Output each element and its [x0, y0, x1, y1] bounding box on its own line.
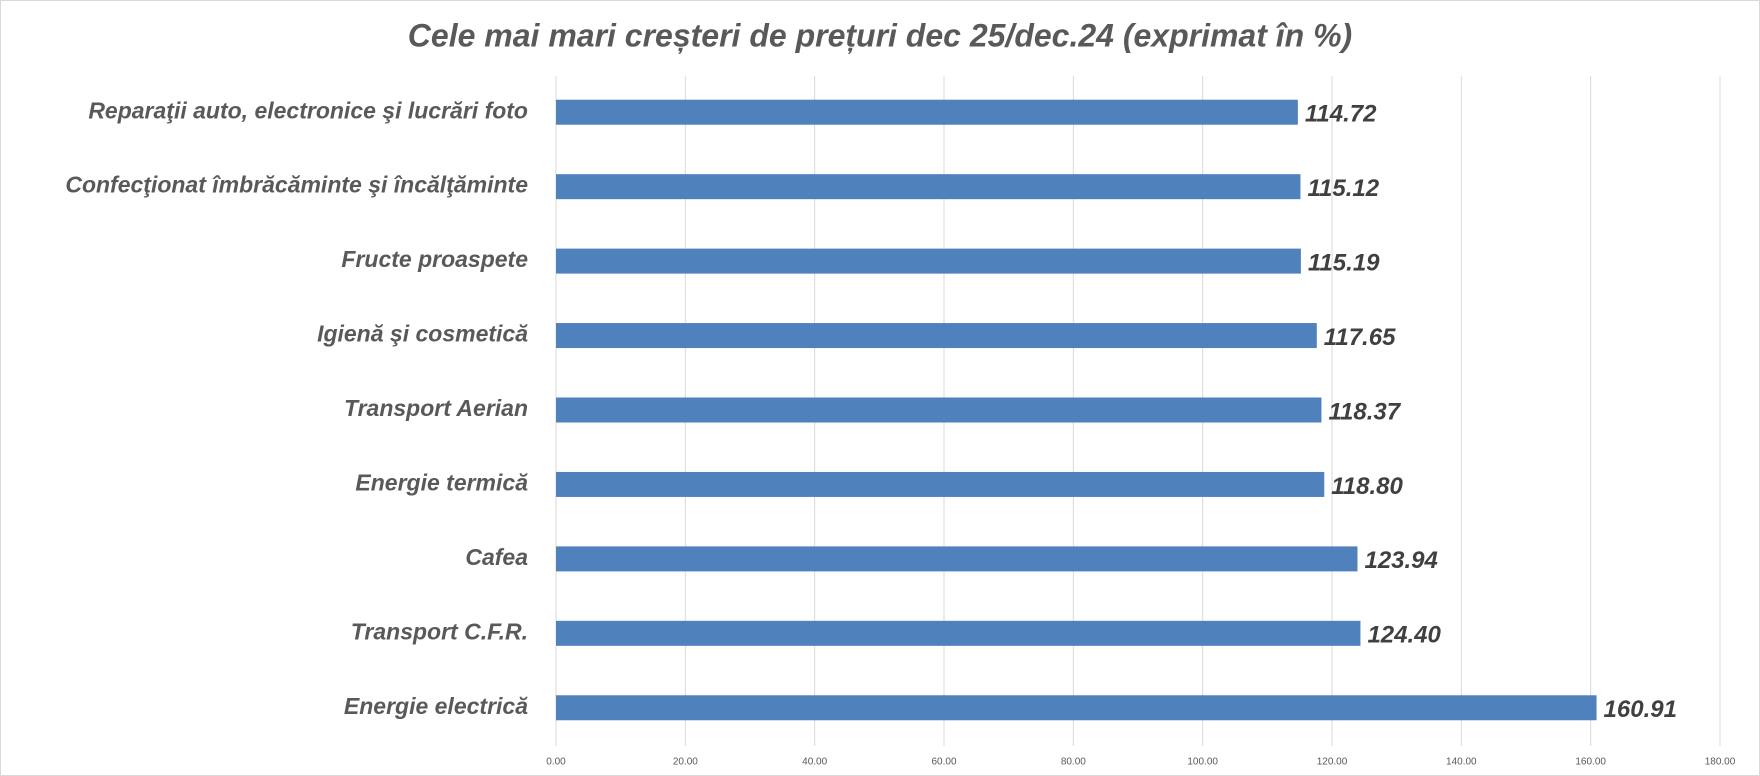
x-tick-label: 20.00	[673, 757, 698, 768]
x-tick-label: 100.00	[1187, 757, 1218, 768]
x-tick-label: 40.00	[802, 757, 827, 768]
x-tick-label: 60.00	[931, 757, 956, 768]
data-label: 115.12	[1307, 175, 1379, 202]
bar	[556, 174, 1301, 200]
y-tick-label: Energie termică	[355, 470, 528, 496]
y-tick-label: Energie electrică	[344, 693, 528, 719]
data-label: 124.40	[1367, 622, 1441, 649]
data-label: 118.80	[1331, 473, 1403, 500]
y-tick-label: Reparaţii auto, electronice şi lucrări f…	[88, 97, 528, 123]
data-label: 160.91	[1604, 696, 1677, 723]
y-tick-label: Confecţionat îmbrăcăminte şi încălţămint…	[65, 172, 528, 198]
y-tick-label: Igienă şi cosmetică	[317, 321, 528, 347]
x-tick-label: 140.00	[1446, 757, 1477, 768]
data-label: 114.72	[1305, 101, 1377, 128]
y-tick-label: Transport Aerian	[344, 395, 528, 421]
bar	[556, 248, 1301, 274]
bar	[556, 471, 1325, 497]
data-label: 123.94	[1364, 547, 1437, 574]
x-tick-label: 160.00	[1575, 757, 1606, 768]
bar	[556, 620, 1361, 646]
chart-title: Cele mai mari creșteri de prețuri dec 25…	[408, 17, 1352, 53]
y-tick-label: Cafea	[465, 544, 528, 570]
bar	[556, 323, 1317, 349]
data-label: 115.19	[1308, 249, 1380, 276]
bar	[556, 546, 1358, 572]
bar	[556, 99, 1298, 125]
data-label: 117.65	[1324, 324, 1396, 351]
x-tick-label: 0.00	[546, 757, 566, 768]
bar	[556, 695, 1597, 721]
y-tick-label: Transport C.F.R.	[351, 618, 528, 644]
data-label: 118.37	[1328, 398, 1401, 425]
x-tick-label: 120.00	[1317, 757, 1348, 768]
y-tick-label: Fructe proaspete	[341, 246, 528, 272]
x-tick-label: 180.00	[1705, 757, 1736, 768]
bar	[556, 397, 1322, 423]
x-tick-label: 80.00	[1061, 757, 1086, 768]
